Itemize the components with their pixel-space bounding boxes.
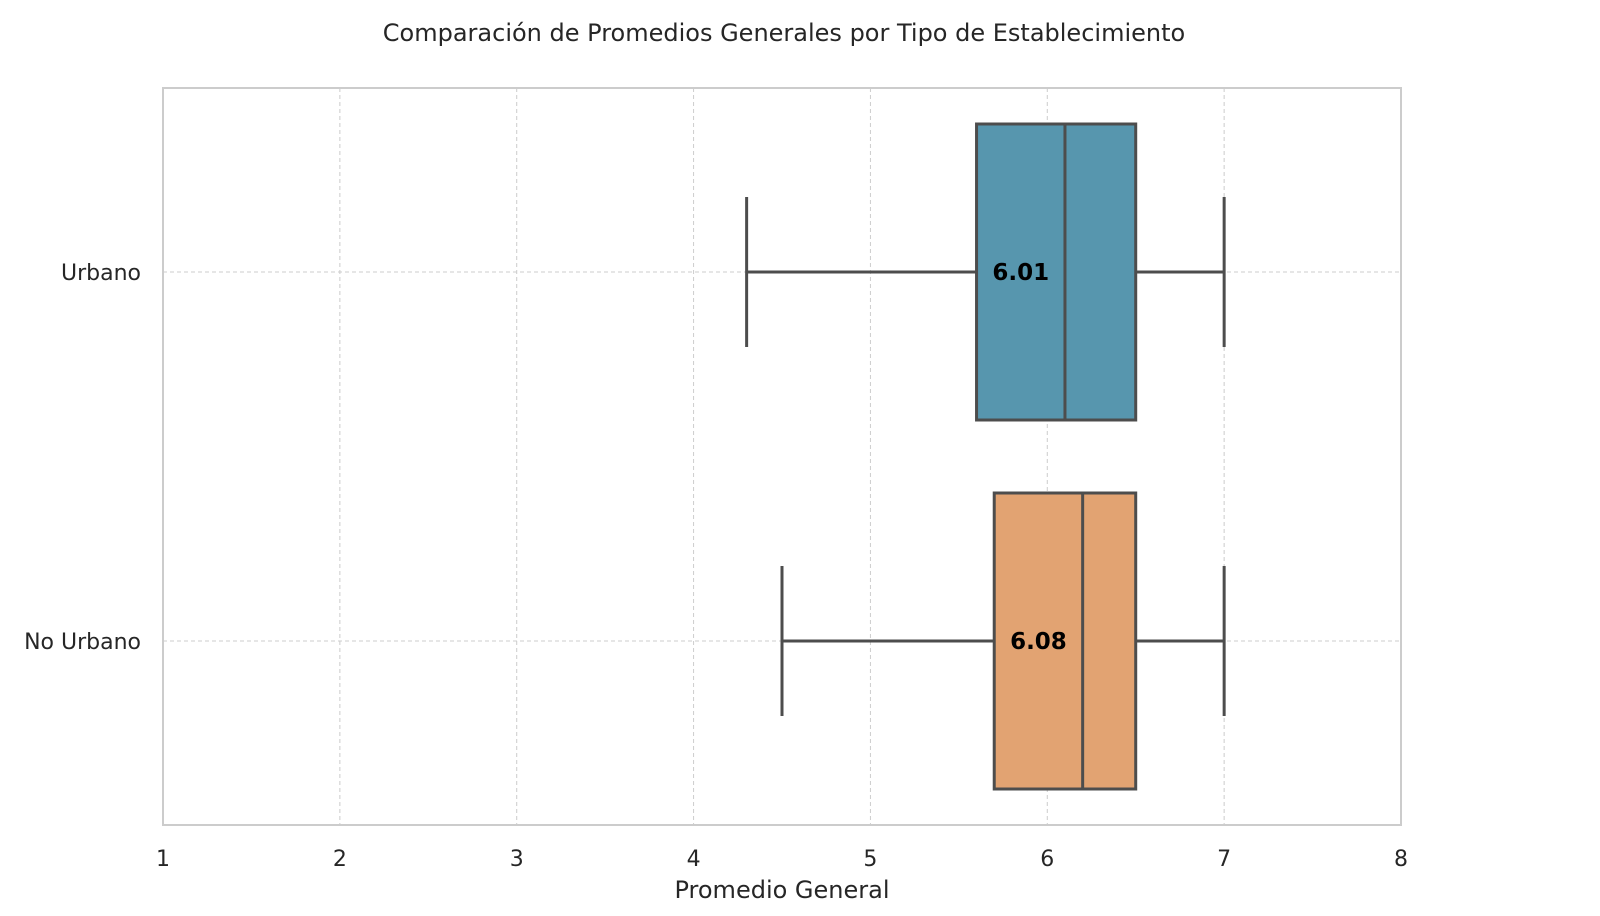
- x-tick-label: 4: [687, 847, 701, 872]
- y-tick-label: Urbano: [61, 261, 141, 286]
- axis-ticks: 1 2 3 4 5 6 7 8 Urbano No Urbano: [24, 261, 1408, 872]
- box-iqr: [975, 122, 1138, 422]
- mean-value-label: 6.01: [992, 260, 1049, 286]
- x-tick-label: 5: [863, 847, 877, 872]
- x-tick-label: 7: [1217, 847, 1231, 872]
- x-tick-label: 1: [156, 847, 170, 872]
- x-tick-label: 8: [1394, 847, 1408, 872]
- box-series: 6.01 6.08: [745, 122, 1226, 791]
- plot-frame: [162, 87, 1402, 826]
- box-iqr: [992, 491, 1138, 791]
- box-group: 6.01: [745, 122, 1226, 422]
- box-group: 6.08: [780, 491, 1226, 791]
- chart-title: Comparación de Promedios Generales por T…: [383, 19, 1185, 47]
- x-tick-label: 3: [510, 847, 524, 872]
- y-tick-label: No Urbano: [24, 630, 141, 655]
- x-tick-label: 2: [333, 847, 347, 872]
- x-tick-label: 6: [1040, 847, 1054, 872]
- mean-value-label: 6.08: [1010, 629, 1067, 655]
- x-axis-label: Promedio General: [674, 876, 889, 904]
